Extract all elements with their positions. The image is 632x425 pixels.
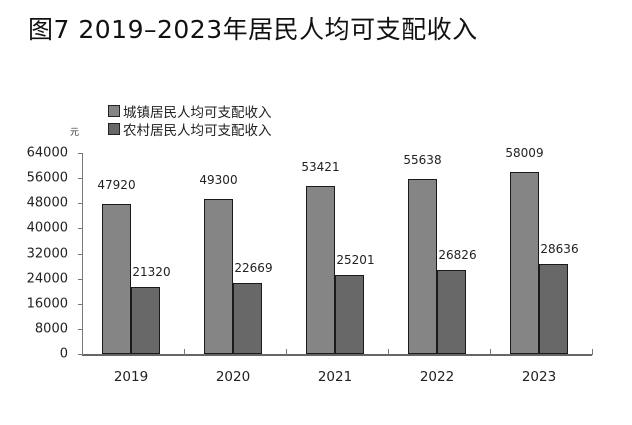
data-label: 58009: [505, 145, 544, 160]
bar-urban-2021: [306, 186, 335, 354]
bar-rural-2022: [437, 269, 466, 354]
y-axis-unit: 元: [70, 128, 80, 138]
bar-urban-2022: [408, 179, 437, 354]
y-tick-label: 24000: [26, 271, 68, 287]
y-tick: [78, 203, 83, 205]
data-label: 28636: [540, 242, 579, 257]
bar-urban-2020: [204, 199, 233, 354]
y-tick-label: 0: [59, 346, 68, 362]
x-tick: [490, 349, 491, 355]
bar-rural-2021: [335, 274, 364, 354]
data-label: 53421: [301, 160, 340, 175]
legend-swatch-rural: [108, 123, 120, 135]
bar-rural-2019: [131, 287, 160, 354]
legend-swatch-urban: [108, 105, 120, 117]
x-tick-label: 2021: [317, 369, 353, 385]
y-tick-label: 40000: [26, 220, 68, 236]
chart-title: 图7 2019–2023年居民人均可支配收入: [28, 15, 478, 44]
legend-item-urban: 城镇居民人均可支配收入: [108, 102, 272, 121]
data-label: 26826: [438, 247, 477, 262]
x-tick: [286, 349, 287, 355]
y-tick: [78, 153, 83, 154]
chart-legend: 城镇居民人均可支配收入 农村居民人均可支配收入: [108, 102, 272, 139]
x-tick-label: 2019: [113, 369, 149, 385]
x-tick-label: 2022: [419, 369, 455, 385]
data-label: 22669: [234, 260, 273, 275]
legend-label-urban: 城镇居民人均可支配收入: [123, 105, 272, 121]
bar-rural-2023: [539, 264, 568, 354]
y-tick-label: 64000: [26, 145, 68, 161]
y-tick: [78, 354, 83, 355]
y-tick: [78, 328, 83, 330]
bar-urban-2023: [510, 171, 539, 354]
data-label: 55638: [403, 153, 442, 168]
bar-rural-2020: [233, 282, 262, 354]
y-tick-label: 32000: [26, 246, 68, 261]
y-tick-label: 56000: [26, 170, 68, 186]
y-tick: [78, 178, 83, 180]
x-axis-line: [82, 354, 592, 356]
y-tick-label: 48000: [26, 195, 68, 211]
y-tick-label: 8000: [34, 321, 68, 337]
x-tick: [592, 349, 593, 355]
y-tick: [78, 228, 83, 230]
data-label: 49300: [199, 173, 238, 188]
data-label: 47920: [97, 177, 136, 192]
legend-label-rural: 农村居民人均可支配收入: [123, 123, 272, 139]
x-tick-label: 2023: [521, 369, 557, 385]
data-label: 21320: [132, 265, 171, 280]
x-tick-label: 2020: [215, 369, 251, 385]
data-label: 25201: [336, 252, 375, 267]
y-tick: [78, 278, 83, 280]
y-tick: [78, 253, 83, 255]
legend-item-rural: 农村居民人均可支配收入: [108, 120, 272, 139]
y-tick: [78, 303, 83, 305]
bar-urban-2019: [102, 203, 131, 354]
y-tick-label: 16000: [26, 296, 68, 312]
x-tick: [184, 349, 185, 355]
x-tick: [388, 349, 389, 355]
